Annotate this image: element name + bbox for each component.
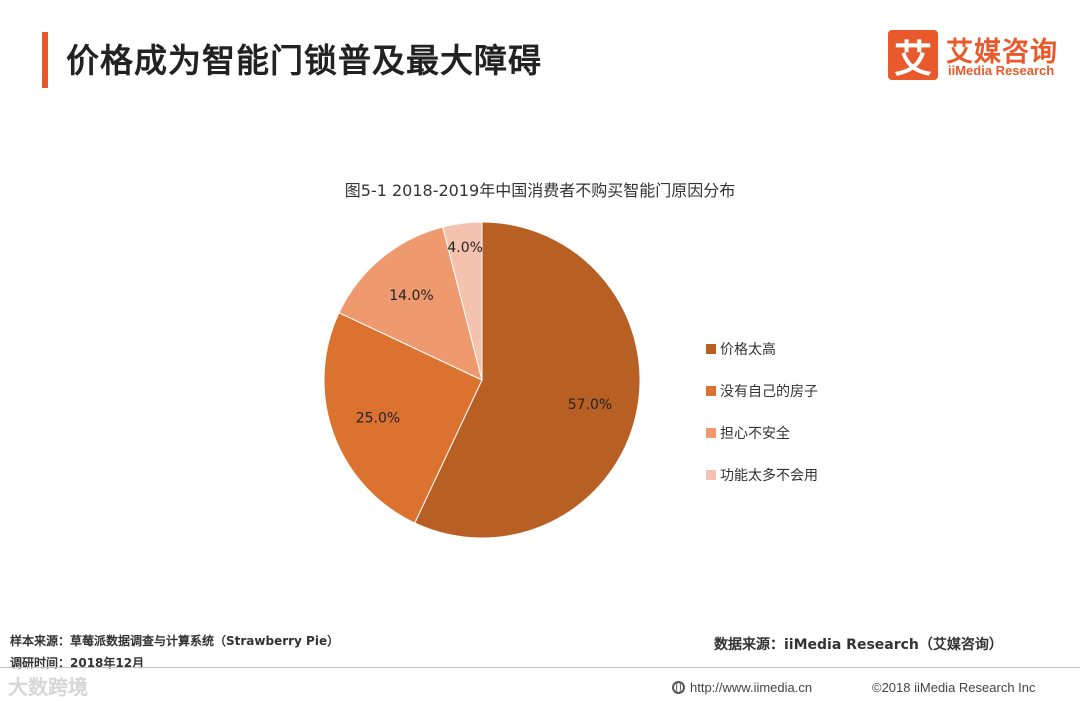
- footer-notes: 样本来源：草莓派数据调查与计算系统（Strawberry Pie） 调研时间：2…: [10, 630, 339, 674]
- pie-slice-2: [323, 312, 483, 524]
- title-accent-bar: [42, 32, 48, 88]
- pie-label-2: 25.0%: [356, 410, 400, 426]
- logo-english-name: iiMedia Research: [948, 63, 1055, 78]
- logo-chinese-name: 艾媒咨询: [946, 37, 1058, 68]
- chart-title: 图5-1 2018-2019年中国消费者不购买智能门原因分布: [344, 181, 736, 200]
- pie-label-4: 4.0%: [447, 240, 483, 256]
- pie-slice-3: [338, 226, 483, 381]
- legend-swatch: [706, 344, 716, 354]
- footer-divider: [0, 667, 1080, 668]
- legend-label: 担心不安全: [720, 426, 790, 442]
- watermark: 大数跨境: [8, 675, 88, 699]
- iimedia-logo-icon: 艾 艾媒咨询 iiMedia Research: [888, 30, 1068, 82]
- survey-time: 调研时间：2018年12月: [10, 656, 145, 670]
- page-title: 价格成为智能门锁普及最大障碍: [66, 41, 542, 80]
- legend-item-1: 价格太高: [706, 328, 818, 370]
- pie-label-3: 14.0%: [389, 288, 433, 304]
- logo-mark: 艾: [888, 30, 938, 81]
- legend-swatch: [706, 470, 716, 480]
- legend-swatch: [706, 428, 716, 438]
- legend-label: 没有自己的房子: [720, 384, 818, 400]
- site-link[interactable]: http://www.iimedia.cn: [672, 680, 812, 695]
- legend-swatch: [706, 386, 716, 396]
- data-source: 数据来源：iiMedia Research（艾媒咨询）: [714, 637, 1003, 653]
- legend-label: 价格太高: [720, 342, 776, 358]
- chart-legend: 价格太高没有自己的房子 担心不安全功能太多不会用: [706, 328, 818, 496]
- legend-item-2: 没有自己的房子: [706, 370, 818, 412]
- pie-label-1: 57.0%: [568, 397, 612, 413]
- legend-label: 功能太多不会用: [720, 468, 818, 484]
- legend-item-4: 功能太多不会用: [706, 454, 818, 496]
- sample-source: 样本来源：草莓派数据调查与计算系统（Strawberry Pie）: [10, 634, 340, 648]
- legend-item-3: 担心不安全: [706, 412, 818, 454]
- globe-icon: [672, 681, 685, 694]
- copyright: ©2018 iiMedia Research Inc: [872, 680, 1036, 695]
- pie-slice-1: [414, 221, 641, 539]
- pie-slice-4: [442, 221, 483, 381]
- site-url[interactable]: http://www.iimedia.cn: [690, 680, 813, 695]
